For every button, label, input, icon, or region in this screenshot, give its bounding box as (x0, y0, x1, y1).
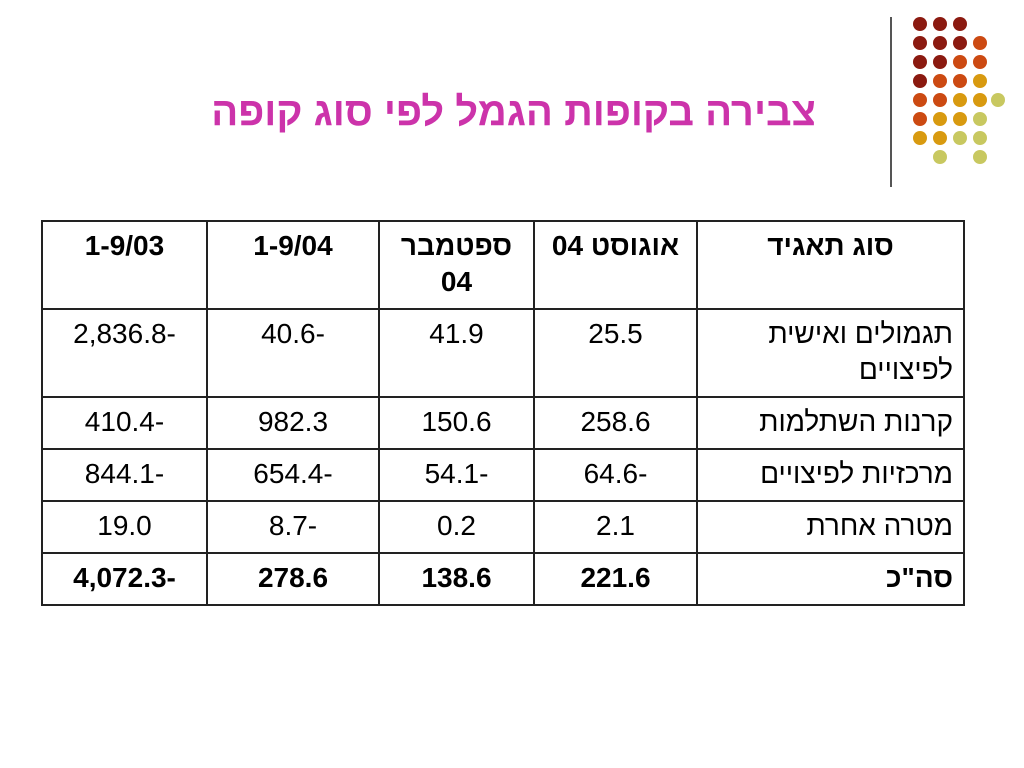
decorative-dot (913, 55, 927, 69)
table-header-row: 1-9/03 1-9/04 ספטמבר 04 אוגוסט 04 סוג תא… (41, 220, 965, 310)
table-cell: 982.3 (206, 396, 380, 450)
table-cell: 19.0 (41, 500, 208, 554)
total-cell: 138.6 (378, 552, 535, 606)
header-cell: סוג תאגיד (696, 220, 965, 310)
decorative-dot (973, 36, 987, 50)
decorative-dot (953, 93, 967, 107)
total-label: סה"כ (696, 552, 965, 606)
decorative-dot (973, 74, 987, 88)
decorative-dot (991, 93, 1005, 107)
decorative-dot (953, 74, 967, 88)
table-cell: 40.6- (206, 308, 380, 398)
decorative-dot (973, 131, 987, 145)
decorative-dot (933, 17, 947, 31)
header-cell: 1-9/03 (41, 220, 208, 310)
table-cell: 844.1- (41, 448, 208, 502)
header-cell: ספטמבר 04 (378, 220, 535, 310)
decorative-dot (953, 55, 967, 69)
decorative-dot (973, 150, 987, 164)
table-cell: 150.6 (378, 396, 535, 450)
slide-title: צבירה בקופות הגמל לפי סוג קופה (211, 90, 816, 134)
table-cell: 54.1- (378, 448, 535, 502)
decorative-dot (933, 131, 947, 145)
decorative-dot (913, 112, 927, 126)
decorative-dot (933, 150, 947, 164)
table-cell: 25.5 (533, 308, 698, 398)
decorative-dot (953, 36, 967, 50)
row-label: מרכזיות לפיצויים (696, 448, 965, 502)
table-cell: 2.1 (533, 500, 698, 554)
header-cell: 1-9/04 (206, 220, 380, 310)
table-cell: 258.6 (533, 396, 698, 450)
decorative-dot (973, 93, 987, 107)
decorative-dot (913, 36, 927, 50)
table-row: 844.1- 654.4- 54.1- 64.6- מרכזיות לפיצוי… (41, 448, 965, 502)
row-label: מטרה אחרת (696, 500, 965, 554)
table-cell: 41.9 (378, 308, 535, 398)
header-cell: אוגוסט 04 (533, 220, 698, 310)
table-total-row: 4,072.3- 278.6 138.6 221.6 סה"כ (41, 552, 965, 606)
table-row: 410.4- 982.3 150.6 258.6 קרנות השתלמות (41, 396, 965, 450)
decorative-dot (973, 112, 987, 126)
table-cell: 2,836.8- (41, 308, 208, 398)
savings-table: 1-9/03 1-9/04 ספטמבר 04 אוגוסט 04 סוג תא… (41, 220, 965, 606)
decorative-dot (953, 17, 967, 31)
table-row: 19.0 8.7- 0.2 2.1 מטרה אחרת (41, 500, 965, 554)
decorative-dot (973, 55, 987, 69)
total-cell: 221.6 (533, 552, 698, 606)
decorative-dot (913, 93, 927, 107)
table-cell: 410.4- (41, 396, 208, 450)
table-cell: 8.7- (206, 500, 380, 554)
decorative-dot (933, 112, 947, 126)
decorative-dot (953, 131, 967, 145)
decorative-dot (933, 55, 947, 69)
table-row: 2,836.8- 40.6- 41.9 25.5 תגמולים ואישית … (41, 308, 965, 398)
decorative-dot (933, 36, 947, 50)
table-cell: 0.2 (378, 500, 535, 554)
total-cell: 4,072.3- (41, 552, 208, 606)
decorative-dot (953, 112, 967, 126)
decorative-dot (933, 93, 947, 107)
row-label: קרנות השתלמות (696, 396, 965, 450)
total-cell: 278.6 (206, 552, 380, 606)
decorative-dot (933, 74, 947, 88)
decorative-dot (913, 131, 927, 145)
decorative-dot (913, 17, 927, 31)
table-cell: 654.4- (206, 448, 380, 502)
divider-line (890, 17, 892, 187)
row-label: תגמולים ואישית לפיצויים (696, 308, 965, 398)
table-cell: 64.6- (533, 448, 698, 502)
decorative-dot (913, 74, 927, 88)
